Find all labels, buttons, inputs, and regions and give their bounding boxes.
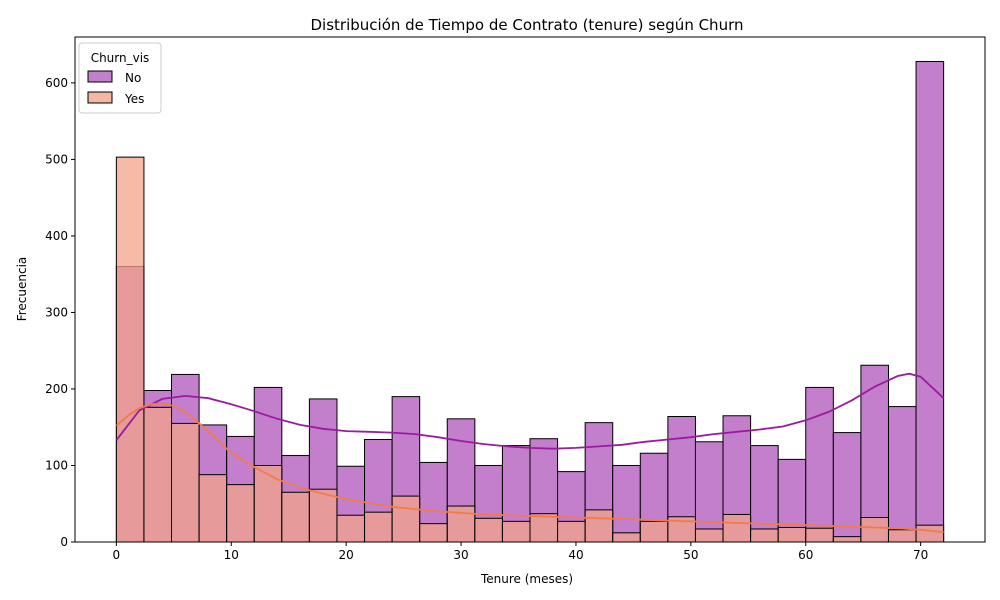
bar-yes-3 <box>198 474 228 543</box>
bar-yes-14 <box>501 520 531 543</box>
bar-yes-22 <box>722 513 752 543</box>
x-axis-ticks: 0 10 20 30 40 50 60 70 <box>113 542 928 562</box>
bar-yes-24 <box>777 526 807 543</box>
y-tick-label: 100 <box>45 458 68 472</box>
x-tick-label: 40 <box>568 548 583 562</box>
bar-yes-9 <box>364 511 393 543</box>
bar-yes-10 <box>391 495 421 543</box>
y-tick-label: 200 <box>45 382 68 396</box>
y-axis-ticks: 0 100 200 300 400 500 600 <box>45 76 75 549</box>
bar-yes-11 <box>419 523 448 543</box>
bar-yes-1 <box>143 406 173 543</box>
kde-line-yes <box>115 402 944 533</box>
bar-no-25 <box>805 386 834 543</box>
bar-yes-6 <box>281 491 310 543</box>
legend-label-no: No <box>125 71 141 85</box>
bar-no-29 <box>915 60 945 543</box>
bar-yes-8 <box>336 514 366 543</box>
bar-yes-17 <box>584 509 614 543</box>
bar-no-28 <box>887 406 917 543</box>
y-tick-label: 600 <box>45 76 68 90</box>
bar-yes-13 <box>474 517 503 543</box>
kde-line-no <box>115 372 945 450</box>
bars-no <box>115 60 945 543</box>
legend: Churn_vis No Yes <box>78 42 162 114</box>
bar-yes-29 <box>915 524 945 543</box>
bar-no-21 <box>694 441 724 543</box>
x-tick-label: 20 <box>339 548 354 562</box>
bar-yes-2 <box>171 422 200 543</box>
bar-yes-5 <box>253 464 283 543</box>
bar-yes-16 <box>557 520 586 543</box>
x-axis-label: Tenure (meses) <box>480 572 573 586</box>
x-tick-label: 60 <box>798 548 813 562</box>
x-tick-label: 30 <box>453 548 468 562</box>
bars-yes <box>115 156 945 543</box>
y-tick-label: 0 <box>60 535 68 549</box>
x-tick-label: 0 <box>113 548 121 562</box>
bar-no-18 <box>612 464 641 543</box>
legend-label-yes: Yes <box>124 92 144 106</box>
y-tick-label: 400 <box>45 229 68 243</box>
bar-yes-23 <box>750 528 779 543</box>
bar-yes-21 <box>694 528 724 543</box>
y-axis-label: Frecuencia <box>15 257 29 322</box>
bar-yes-28 <box>887 529 917 543</box>
bar-yes-7 <box>308 488 338 543</box>
y-tick-label: 300 <box>45 305 68 319</box>
kde-lines <box>115 372 945 533</box>
bar-no-23 <box>750 445 779 543</box>
bar-yes-0 <box>115 156 145 543</box>
y-tick-label: 500 <box>45 152 68 166</box>
bar-yes-4 <box>226 484 255 543</box>
plot-frame <box>74 36 986 543</box>
legend-title: Churn_vis <box>91 51 150 65</box>
bar-yes-26 <box>832 536 862 543</box>
bar-yes-18 <box>612 532 641 543</box>
bar-yes-15 <box>529 513 559 543</box>
x-tick-label: 10 <box>224 548 239 562</box>
legend-swatch-no <box>87 70 113 83</box>
legend-swatch-yes <box>87 91 113 104</box>
bar-yes-25 <box>805 527 834 543</box>
x-tick-label: 50 <box>683 548 698 562</box>
bar-yes-19 <box>639 520 669 543</box>
bar-yes-27 <box>860 517 889 543</box>
chart-title: Distribución de Tiempo de Contrato (tenu… <box>311 16 744 34</box>
bar-no-26 <box>832 432 862 543</box>
x-tick-label: 70 <box>913 548 928 562</box>
